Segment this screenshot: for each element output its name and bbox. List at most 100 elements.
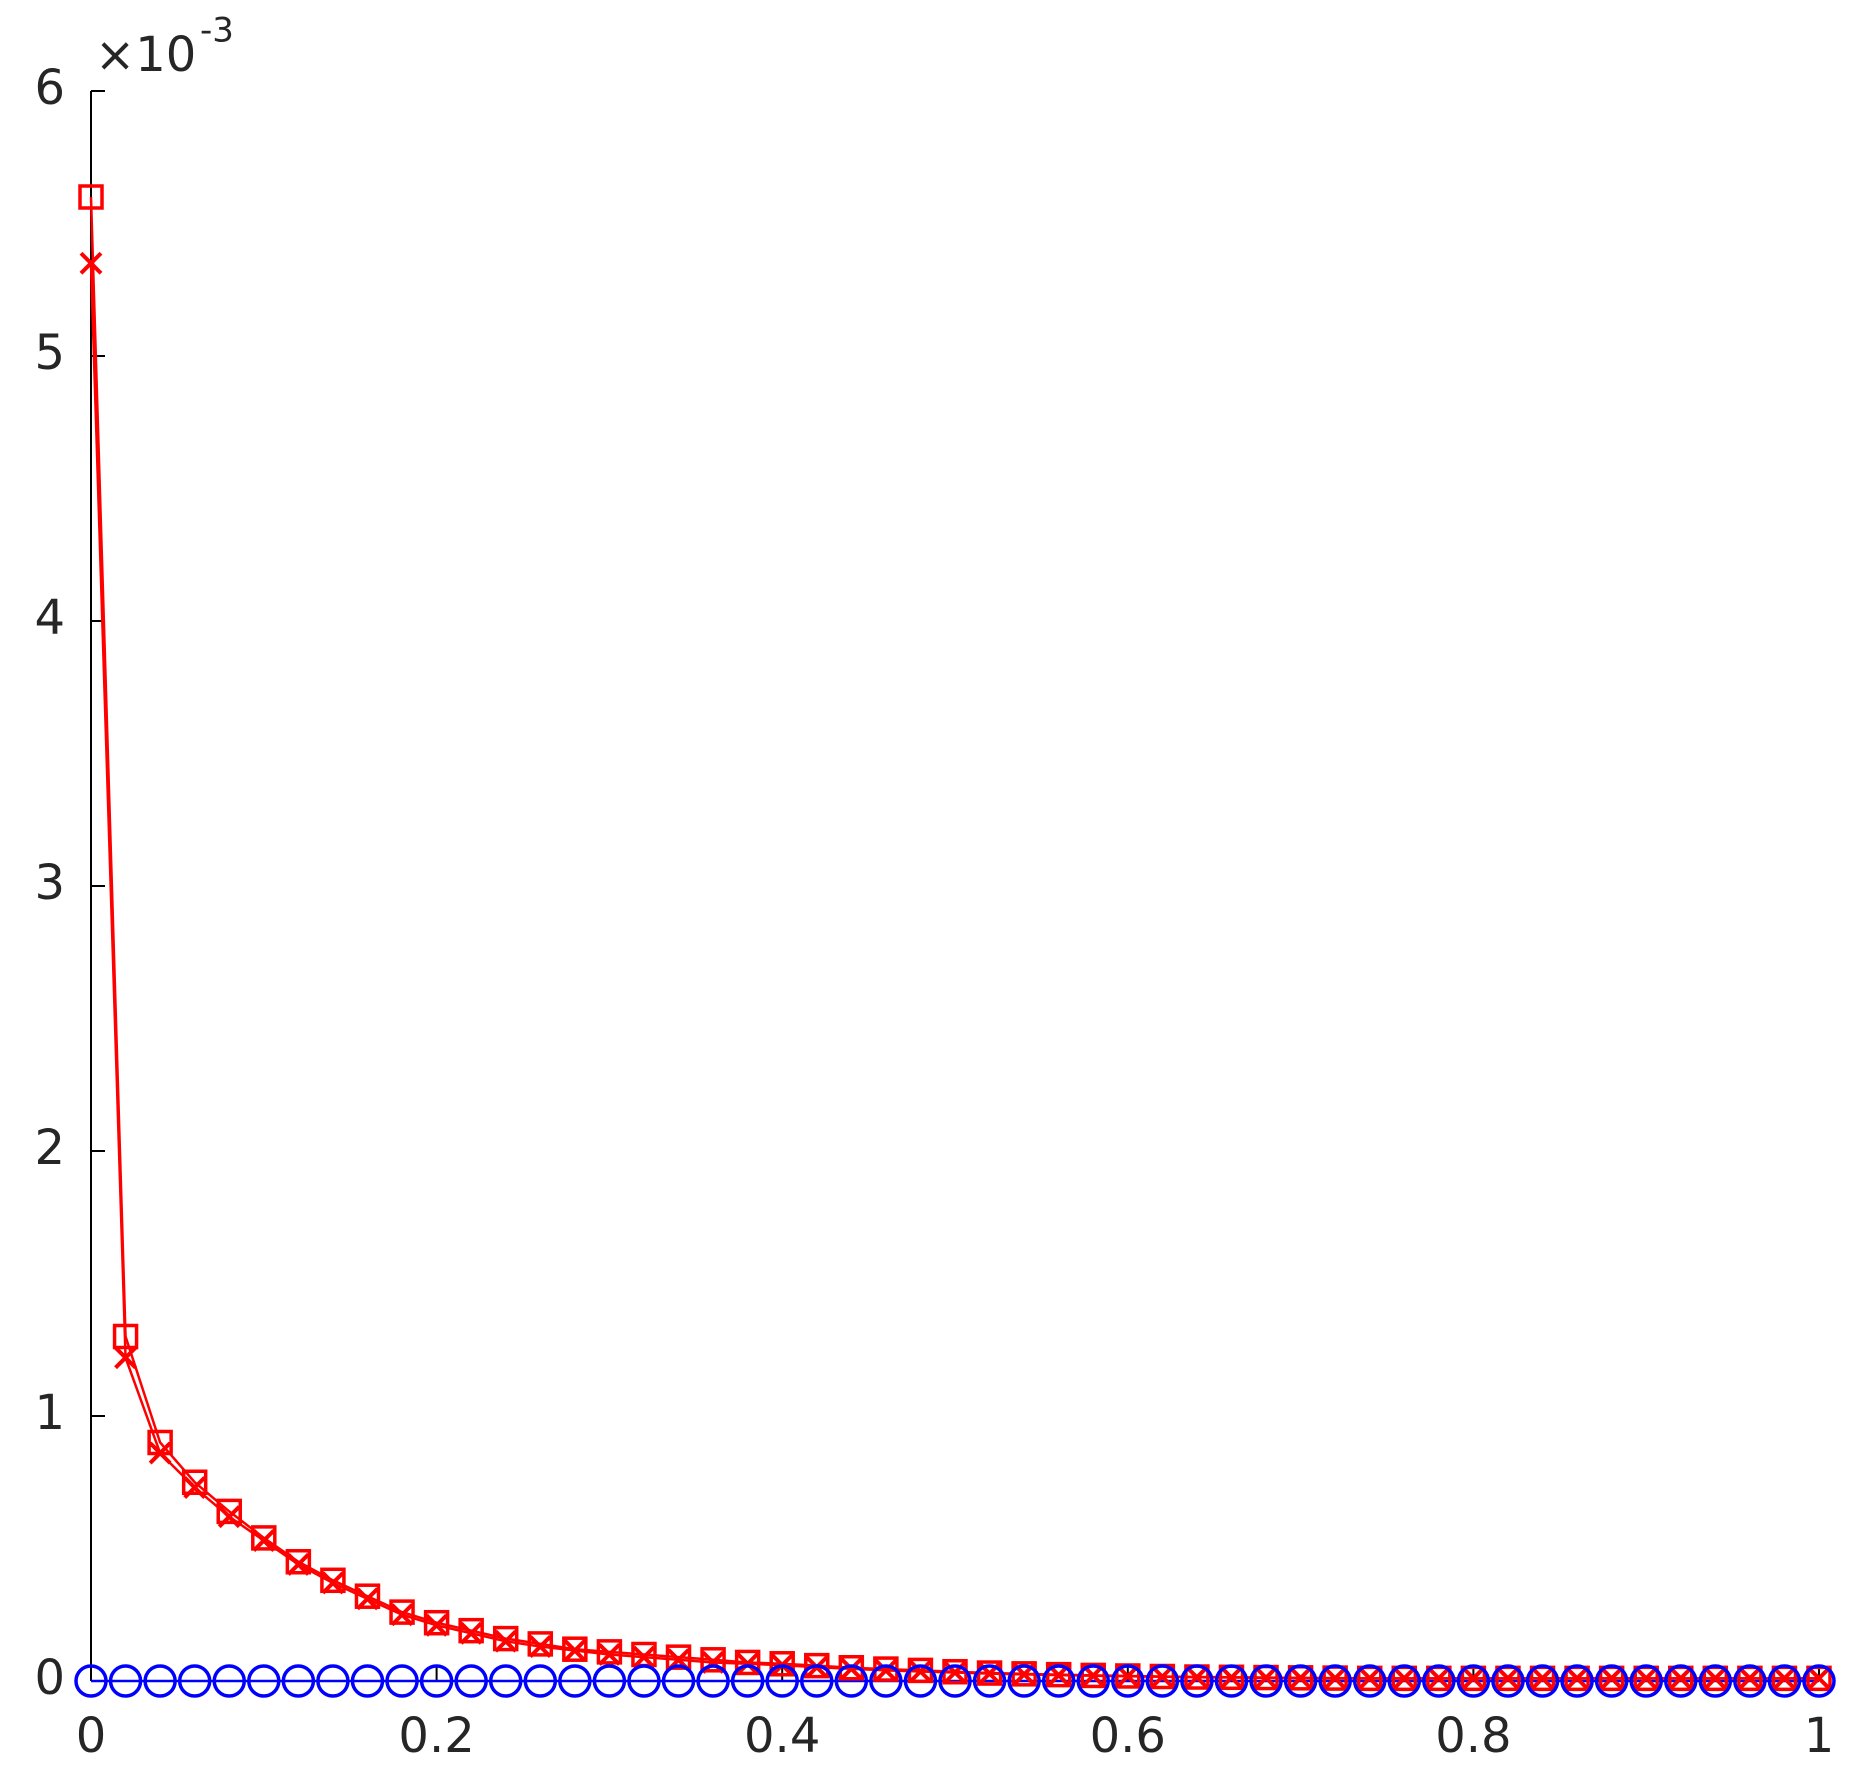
x-marker xyxy=(1600,1666,1624,1690)
x-marker xyxy=(528,1635,552,1658)
circle-marker xyxy=(696,1664,730,1698)
x-tick-label: 1 xyxy=(1804,1708,1835,1764)
x-marker xyxy=(494,1629,518,1653)
circle-marker xyxy=(834,1664,869,1698)
circle-marker xyxy=(558,1664,592,1698)
circle-marker xyxy=(108,1664,143,1698)
circle-marker xyxy=(1491,1664,1525,1698)
x-marker xyxy=(1703,1666,1727,1690)
circle-marker xyxy=(592,1664,627,1698)
circle-marker xyxy=(1456,1664,1491,1698)
circle-marker xyxy=(350,1664,385,1698)
x-marker xyxy=(252,1529,276,1552)
circle-marker xyxy=(1422,1664,1456,1698)
square-marker xyxy=(354,1583,381,1609)
circle-marker xyxy=(1387,1664,1422,1698)
x-marker xyxy=(909,1660,932,1683)
circle-marker xyxy=(523,1664,558,1698)
square-marker xyxy=(527,1631,554,1657)
x-marker xyxy=(1634,1666,1658,1690)
y-tick-label: 0 xyxy=(34,1650,65,1706)
circle-marker xyxy=(1180,1664,1214,1698)
square-marker xyxy=(665,1644,692,1670)
square-marker xyxy=(838,1655,865,1681)
y-exponent: -3 xyxy=(200,11,234,51)
circle-marker xyxy=(143,1664,177,1698)
square-marker xyxy=(1045,1661,1072,1688)
circle-marker xyxy=(765,1664,799,1698)
x-tick-label: 0.2 xyxy=(398,1708,474,1764)
square-marker xyxy=(320,1567,346,1594)
x-marker xyxy=(736,1652,760,1676)
x-marker xyxy=(1773,1666,1796,1690)
circle-marker xyxy=(454,1664,488,1698)
x-marker xyxy=(1116,1664,1140,1688)
x-marker xyxy=(1565,1666,1589,1690)
x-marker xyxy=(1669,1666,1693,1690)
x-marker xyxy=(839,1657,863,1681)
circle-marker xyxy=(972,1664,1007,1698)
circle-marker xyxy=(247,1664,281,1698)
series-line xyxy=(89,196,1819,1680)
circle-marker xyxy=(1007,1664,1041,1698)
circle-marker xyxy=(869,1664,903,1698)
x-marker xyxy=(1150,1665,1174,1689)
x-marker xyxy=(1289,1666,1313,1690)
x-marker xyxy=(874,1658,898,1682)
x-marker xyxy=(632,1645,656,1669)
square-marker xyxy=(596,1639,623,1665)
circle-marker xyxy=(385,1664,419,1698)
square-marker xyxy=(700,1647,726,1673)
circle-marker xyxy=(1664,1664,1698,1698)
x-marker xyxy=(563,1639,587,1662)
circle-marker xyxy=(281,1664,316,1698)
y-tick-label: 5 xyxy=(34,325,65,381)
square-marker xyxy=(389,1599,415,1625)
square-marker xyxy=(112,1323,139,1350)
x-marker xyxy=(1427,1666,1451,1690)
circle-marker xyxy=(1802,1664,1836,1698)
square-marker xyxy=(285,1549,312,1575)
circle-marker xyxy=(1733,1664,1767,1698)
square-marker xyxy=(492,1625,519,1652)
circle-marker xyxy=(1111,1664,1145,1698)
circle-marker xyxy=(800,1664,834,1698)
circle-marker xyxy=(1352,1664,1387,1698)
square-marker xyxy=(458,1617,484,1644)
x-marker xyxy=(1358,1666,1382,1690)
x-marker xyxy=(79,251,103,275)
y-tick-label: 6 xyxy=(34,60,65,116)
circle-marker xyxy=(1767,1664,1802,1698)
x-marker xyxy=(390,1603,414,1627)
x-marker xyxy=(286,1552,310,1576)
square-marker xyxy=(734,1649,761,1676)
circle-marker xyxy=(419,1664,454,1698)
square-marker xyxy=(769,1651,795,1677)
circle-marker xyxy=(1629,1664,1663,1698)
square-marker xyxy=(1011,1661,1037,1687)
circle-marker xyxy=(1283,1664,1318,1698)
circle-marker xyxy=(730,1664,765,1698)
circle-marker xyxy=(1145,1664,1180,1698)
x-marker xyxy=(1807,1666,1831,1690)
circle-marker xyxy=(177,1664,212,1698)
x-tick-label: 0.8 xyxy=(1435,1708,1511,1764)
y-multiplier: ×10 xyxy=(95,27,196,83)
x-marker xyxy=(1461,1666,1485,1690)
y-tick-label: 3 xyxy=(34,855,65,911)
circle-marker xyxy=(212,1664,246,1698)
circle-marker xyxy=(1525,1664,1560,1698)
square-marker xyxy=(423,1609,450,1636)
circle-marker xyxy=(1698,1664,1733,1698)
series-line xyxy=(89,263,1819,1680)
x-marker xyxy=(1323,1666,1347,1690)
x-marker xyxy=(183,1476,207,1499)
circle-marker xyxy=(1076,1664,1110,1698)
square-marker xyxy=(181,1469,208,1495)
y-tick-label: 2 xyxy=(34,1120,65,1176)
x-marker xyxy=(321,1571,345,1595)
square-marker xyxy=(216,1498,242,1525)
circle-marker xyxy=(938,1664,972,1698)
x-marker xyxy=(425,1613,449,1637)
circle-marker xyxy=(1214,1664,1249,1698)
